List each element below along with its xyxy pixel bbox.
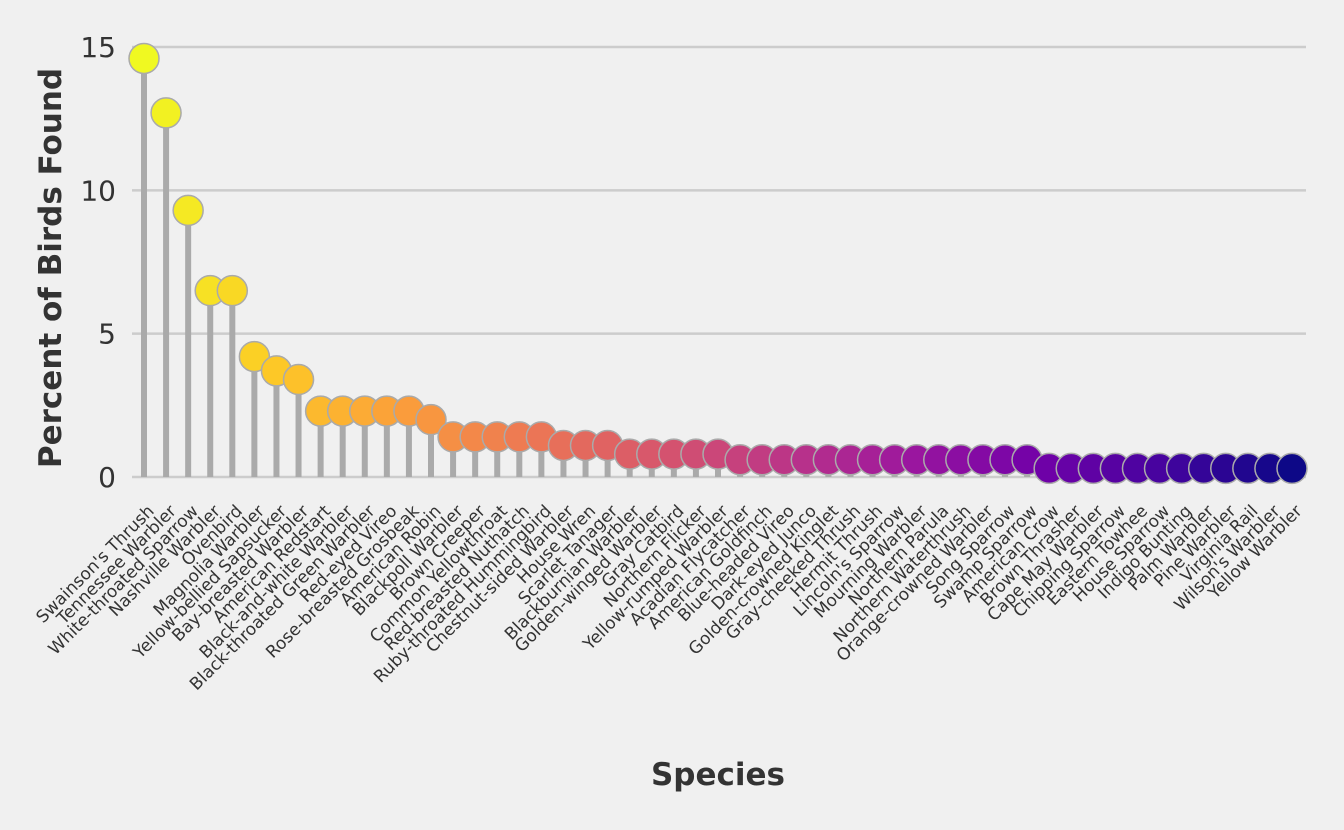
marker [216, 274, 249, 307]
markers [128, 42, 1308, 485]
y-tick-labels: 0 5 10 15 [80, 31, 116, 494]
x-axis-title: Species [651, 757, 785, 793]
marker [1276, 452, 1308, 485]
y-tick-label-0: 0 [98, 461, 116, 494]
marker [282, 363, 315, 396]
marker [238, 340, 271, 373]
marker [128, 42, 160, 75]
y-axis-title: Percent of Birds Found [33, 68, 69, 468]
y-tick-label-15: 15 [80, 31, 116, 64]
marker [150, 97, 182, 129]
marker [415, 403, 447, 436]
y-tick-label-10: 10 [80, 174, 116, 207]
y-tick-label-5: 5 [98, 318, 116, 351]
marker [172, 194, 204, 227]
